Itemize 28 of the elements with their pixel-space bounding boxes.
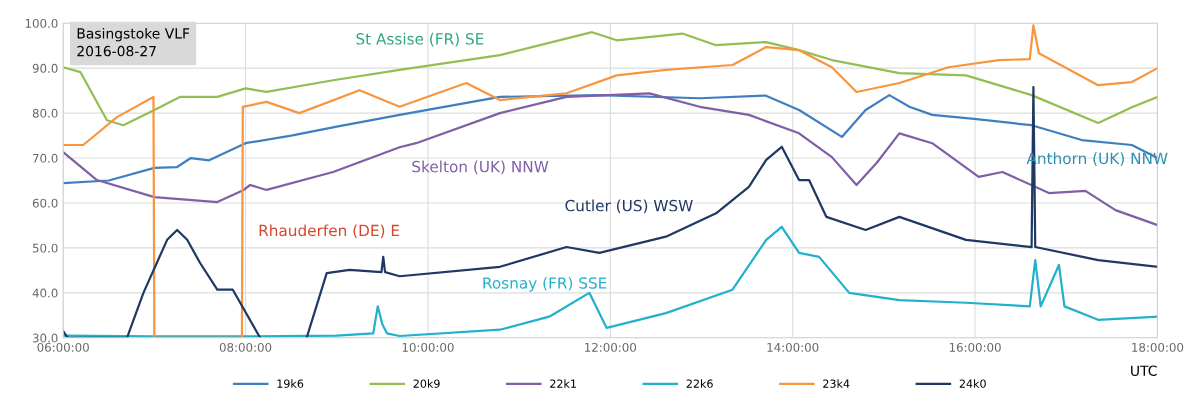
x-tick-label: 10:00:00 (402, 342, 454, 352)
annotation: Skelton (UK) NNW (412, 160, 549, 175)
x-tick-label: 12:00:00 (585, 342, 637, 352)
annotation: Rhauderfen (DE) E (259, 224, 400, 239)
y-tick-label: 30.0 (32, 333, 58, 343)
y-tick-label: 40.0 (32, 288, 58, 298)
x-tick-label: 14:00:00 (767, 342, 819, 352)
legend-label: 22k6 (686, 379, 713, 388)
legend-label: 19k6 (277, 379, 304, 388)
y-tick-label: 70.0 (33, 153, 58, 163)
x-tick-label: 08:00:00 (219, 342, 272, 352)
y-tick-label: 60.0 (32, 198, 58, 208)
legend-label: 20k9 (413, 379, 440, 388)
annotation: Cutler (US) WSW (565, 199, 693, 214)
text: Basingstoke VLF 2016-08-27 (77, 27, 190, 57)
x-axis-title: UTC (1131, 365, 1157, 376)
x-tick-label: 06:00:00 (37, 342, 89, 352)
legend-label: 24k0 (959, 379, 986, 388)
x-tick-label: 18:00:00 (1132, 342, 1184, 352)
legend-label: 22k1 (550, 379, 576, 388)
y-tick-label: 90.0 (32, 63, 58, 73)
y-tick-label: 100.0 (25, 18, 58, 28)
annotation: Rosnay (FR) SSE (483, 276, 607, 292)
annotation: St Assise (FR) SE (356, 32, 484, 47)
x-tick-label: 16:00:00 (949, 342, 1001, 352)
legend-label: 23k4 (823, 379, 850, 388)
y-tick-label: 80.0 (32, 108, 58, 118)
y-tick-label: 50.0 (32, 243, 58, 253)
